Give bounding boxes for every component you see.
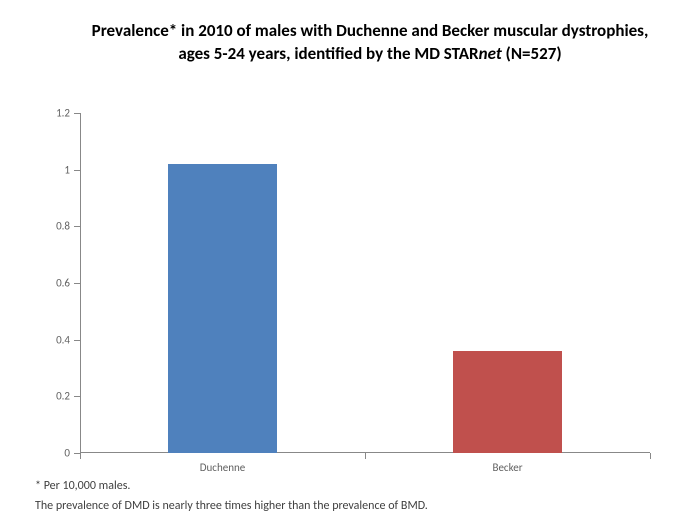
y-tick-label: 0.2 xyxy=(56,390,70,403)
chart-container: Prevalence* in 2010 of males with Duchen… xyxy=(0,0,700,525)
y-tick-label: 1.2 xyxy=(56,107,70,120)
y-tick-label: 0.4 xyxy=(56,333,70,346)
chart-title: Prevalence* in 2010 of males with Duchen… xyxy=(80,20,660,66)
x-label-becker: Becker xyxy=(492,461,522,474)
y-tick xyxy=(74,396,80,397)
bar-duchenne xyxy=(168,164,276,453)
x-tick xyxy=(80,453,81,459)
y-tick xyxy=(74,283,80,284)
title-post: (N=527) xyxy=(502,43,562,64)
title-italic: net xyxy=(479,43,502,64)
x-tick xyxy=(650,453,651,459)
footnote-summary: The prevalence of DMD is nearly three ti… xyxy=(35,499,428,513)
title-pre: Prevalence* in 2010 of males with Duchen… xyxy=(92,20,649,64)
x-label-duchenne: Duchenne xyxy=(200,461,245,474)
y-axis xyxy=(80,113,81,453)
y-tick xyxy=(74,226,80,227)
y-tick-label: 0.6 xyxy=(56,277,70,290)
footnote-per: * Per 10,000 males. xyxy=(35,479,130,493)
plot-area: 00.20.40.60.811.2DuchenneBecker xyxy=(80,113,650,453)
y-tick-label: 0 xyxy=(64,447,70,460)
y-tick xyxy=(74,113,80,114)
y-tick xyxy=(74,170,80,171)
y-tick-label: 0.8 xyxy=(56,220,70,233)
x-tick xyxy=(365,453,366,459)
y-tick-label: 1 xyxy=(64,163,70,176)
bar-becker xyxy=(453,351,561,453)
y-tick xyxy=(74,340,80,341)
